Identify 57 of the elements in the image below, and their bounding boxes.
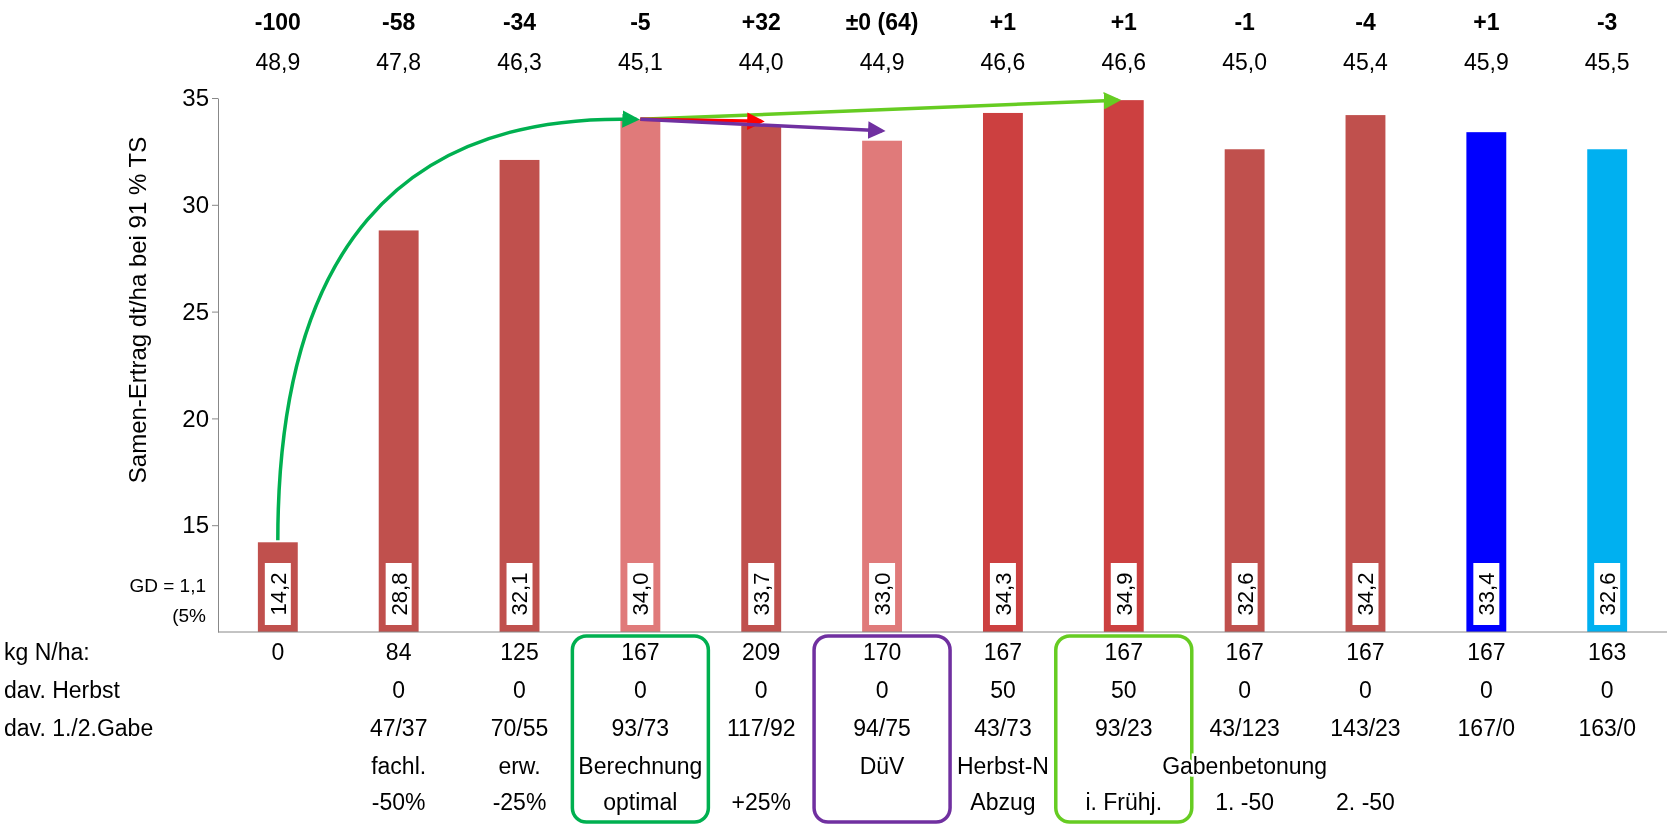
- text: -4: [1355, 9, 1376, 35]
- x-tick-label: 163 0 163/0: [1578, 639, 1636, 741]
- data-label: 34,3: [990, 572, 1016, 616]
- x-tick-label: 0: [271, 639, 285, 665]
- text: 44,9: [859, 49, 905, 75]
- data-label: 32,6: [1595, 572, 1621, 616]
- data-label: 14,2: [265, 572, 291, 616]
- text: -58: [382, 9, 416, 35]
- text: +1: [1473, 9, 1500, 35]
- text: dav. Herbst: [4, 677, 121, 703]
- x-tick-label: 167 0 167/0: [1457, 639, 1516, 741]
- text: 45,5: [1584, 49, 1630, 75]
- x-tick-label: 84 0 47/37 fachl. -50%: [369, 639, 428, 815]
- text: 46,6: [1101, 49, 1147, 75]
- x-tick-label: 167 0 93/73 Berechnung optimal: [578, 639, 703, 815]
- data-label: 33,0: [869, 572, 895, 616]
- text: 48,9: [255, 49, 301, 75]
- text: +32: [741, 9, 781, 35]
- text: ±0 (64): [845, 9, 919, 35]
- text: -5: [630, 9, 651, 35]
- text: +1: [1110, 9, 1138, 35]
- category-label: 167 0 143/23 2. -50: [1330, 639, 1401, 815]
- x-tick-label: 167 50 43/73 Herbst-N Abzug: [956, 639, 1049, 815]
- y-tick-label: 15: [182, 511, 209, 539]
- data-label: 32,6: [1232, 572, 1258, 616]
- x-tick-label: 125 0 70/55 erw. -25%: [490, 639, 549, 815]
- data-label: 33,7: [749, 572, 775, 616]
- text: 46,3: [497, 49, 542, 75]
- y-tick-label: 20: [182, 404, 209, 432]
- data-label: 32,1: [507, 572, 533, 616]
- text: 46,6: [980, 49, 1026, 75]
- text: 45,9: [1463, 49, 1509, 75]
- text: 45,1: [617, 49, 663, 75]
- data-label: 28,8: [386, 572, 412, 616]
- text: -3: [1596, 9, 1618, 35]
- text: +1: [989, 9, 1017, 35]
- text: GD = 1,1 (5%: [129, 575, 207, 626]
- text: -1: [1234, 9, 1256, 35]
- category-label: 209 0 117/92 +25%: [726, 639, 796, 815]
- text: 47,8: [376, 49, 422, 75]
- category-label: 167 50 93/23 i. Frühj.: [1085, 639, 1163, 815]
- text: 44,0: [738, 49, 784, 75]
- y-tick-label: 25: [182, 297, 209, 325]
- text: 45,0: [1222, 49, 1268, 75]
- y-tick-label: 35: [182, 84, 209, 112]
- text: kg N/ha:: [4, 639, 90, 665]
- data-label: 34,0: [628, 572, 654, 616]
- text: -100: [254, 9, 301, 35]
- data-label: 34,2: [1353, 572, 1379, 616]
- text: 45,4: [1343, 49, 1389, 75]
- data-label: 33,4: [1474, 572, 1500, 616]
- data-label: 34,9: [1111, 572, 1137, 616]
- x-tick-label: 170 0 94/75 DüV: [853, 639, 911, 779]
- text: dav. 1./2.Gabe: [4, 715, 154, 741]
- y-axis-title: Samen-Ertrag dt/ha bei 91 % TS: [124, 136, 151, 484]
- text: -34: [502, 9, 537, 35]
- y-tick-label: 30: [182, 190, 209, 218]
